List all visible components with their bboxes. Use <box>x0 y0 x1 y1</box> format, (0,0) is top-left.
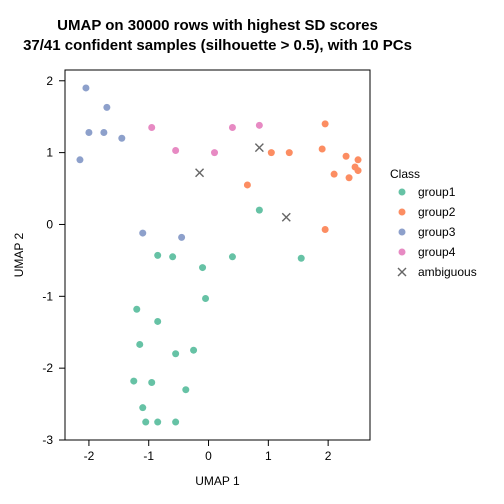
data-point <box>331 171 338 178</box>
y-tick-label: 1 <box>46 146 53 160</box>
legend-label: group1 <box>418 185 456 199</box>
chart-svg: UMAP on 30000 rows with highest SD score… <box>0 0 504 504</box>
data-point <box>322 120 329 127</box>
data-point <box>103 104 110 111</box>
data-point <box>346 174 353 181</box>
data-point <box>130 378 137 385</box>
x-tick-label: -1 <box>143 449 154 463</box>
data-point <box>85 129 92 136</box>
x-tick-label: 1 <box>265 449 272 463</box>
data-point <box>211 149 218 156</box>
data-point <box>82 84 89 91</box>
data-point <box>286 149 293 156</box>
data-point <box>202 295 209 302</box>
data-point <box>154 318 161 325</box>
legend-swatch <box>399 209 406 216</box>
data-point <box>322 226 329 233</box>
legend-label: ambiguous <box>418 265 477 279</box>
data-point <box>136 341 143 348</box>
data-point <box>256 122 263 129</box>
chart-title-line1: UMAP on 30000 rows with highest SD score… <box>57 17 378 34</box>
data-point <box>244 181 251 188</box>
data-point <box>139 230 146 237</box>
data-point <box>229 124 236 131</box>
data-point <box>100 129 107 136</box>
y-tick-label: 0 <box>46 217 53 231</box>
data-point <box>352 163 359 170</box>
data-point <box>154 419 161 426</box>
y-tick-label: -2 <box>42 361 53 375</box>
chart-title-line2: 37/41 confident samples (silhouette > 0.… <box>23 37 412 54</box>
legend-swatch <box>399 189 406 196</box>
data-point <box>182 386 189 393</box>
legend-swatch <box>399 229 406 236</box>
data-point <box>169 253 176 260</box>
data-point <box>268 149 275 156</box>
umap-scatter-chart: UMAP on 30000 rows with highest SD score… <box>0 0 504 504</box>
y-axis-label: UMAP 2 <box>12 232 26 277</box>
data-point <box>343 153 350 160</box>
data-point <box>172 419 179 426</box>
data-point <box>355 156 362 163</box>
data-point <box>133 306 140 313</box>
legend-title: Class <box>390 167 420 181</box>
y-tick-label: -3 <box>42 433 53 447</box>
x-axis-label: UMAP 1 <box>195 474 240 488</box>
data-point <box>148 379 155 386</box>
y-tick-label: 2 <box>46 74 53 88</box>
x-tick-label: 2 <box>325 449 332 463</box>
y-tick-label: -1 <box>42 289 53 303</box>
data-point <box>199 264 206 271</box>
legend-label: group4 <box>418 245 456 259</box>
data-point <box>154 252 161 259</box>
legend-label: group2 <box>418 205 456 219</box>
data-point <box>298 255 305 262</box>
data-point <box>76 156 83 163</box>
data-point <box>148 124 155 131</box>
legend-swatch <box>399 249 406 256</box>
data-point <box>118 135 125 142</box>
data-point <box>190 347 197 354</box>
data-point <box>172 350 179 357</box>
data-point <box>142 419 149 426</box>
x-tick-label: 0 <box>205 449 212 463</box>
data-point <box>256 207 263 214</box>
data-point <box>139 404 146 411</box>
data-point <box>178 234 185 241</box>
legend-label: group3 <box>418 225 456 239</box>
x-tick-label: -2 <box>84 449 95 463</box>
data-point <box>319 146 326 153</box>
data-point <box>172 147 179 154</box>
data-point <box>229 253 236 260</box>
